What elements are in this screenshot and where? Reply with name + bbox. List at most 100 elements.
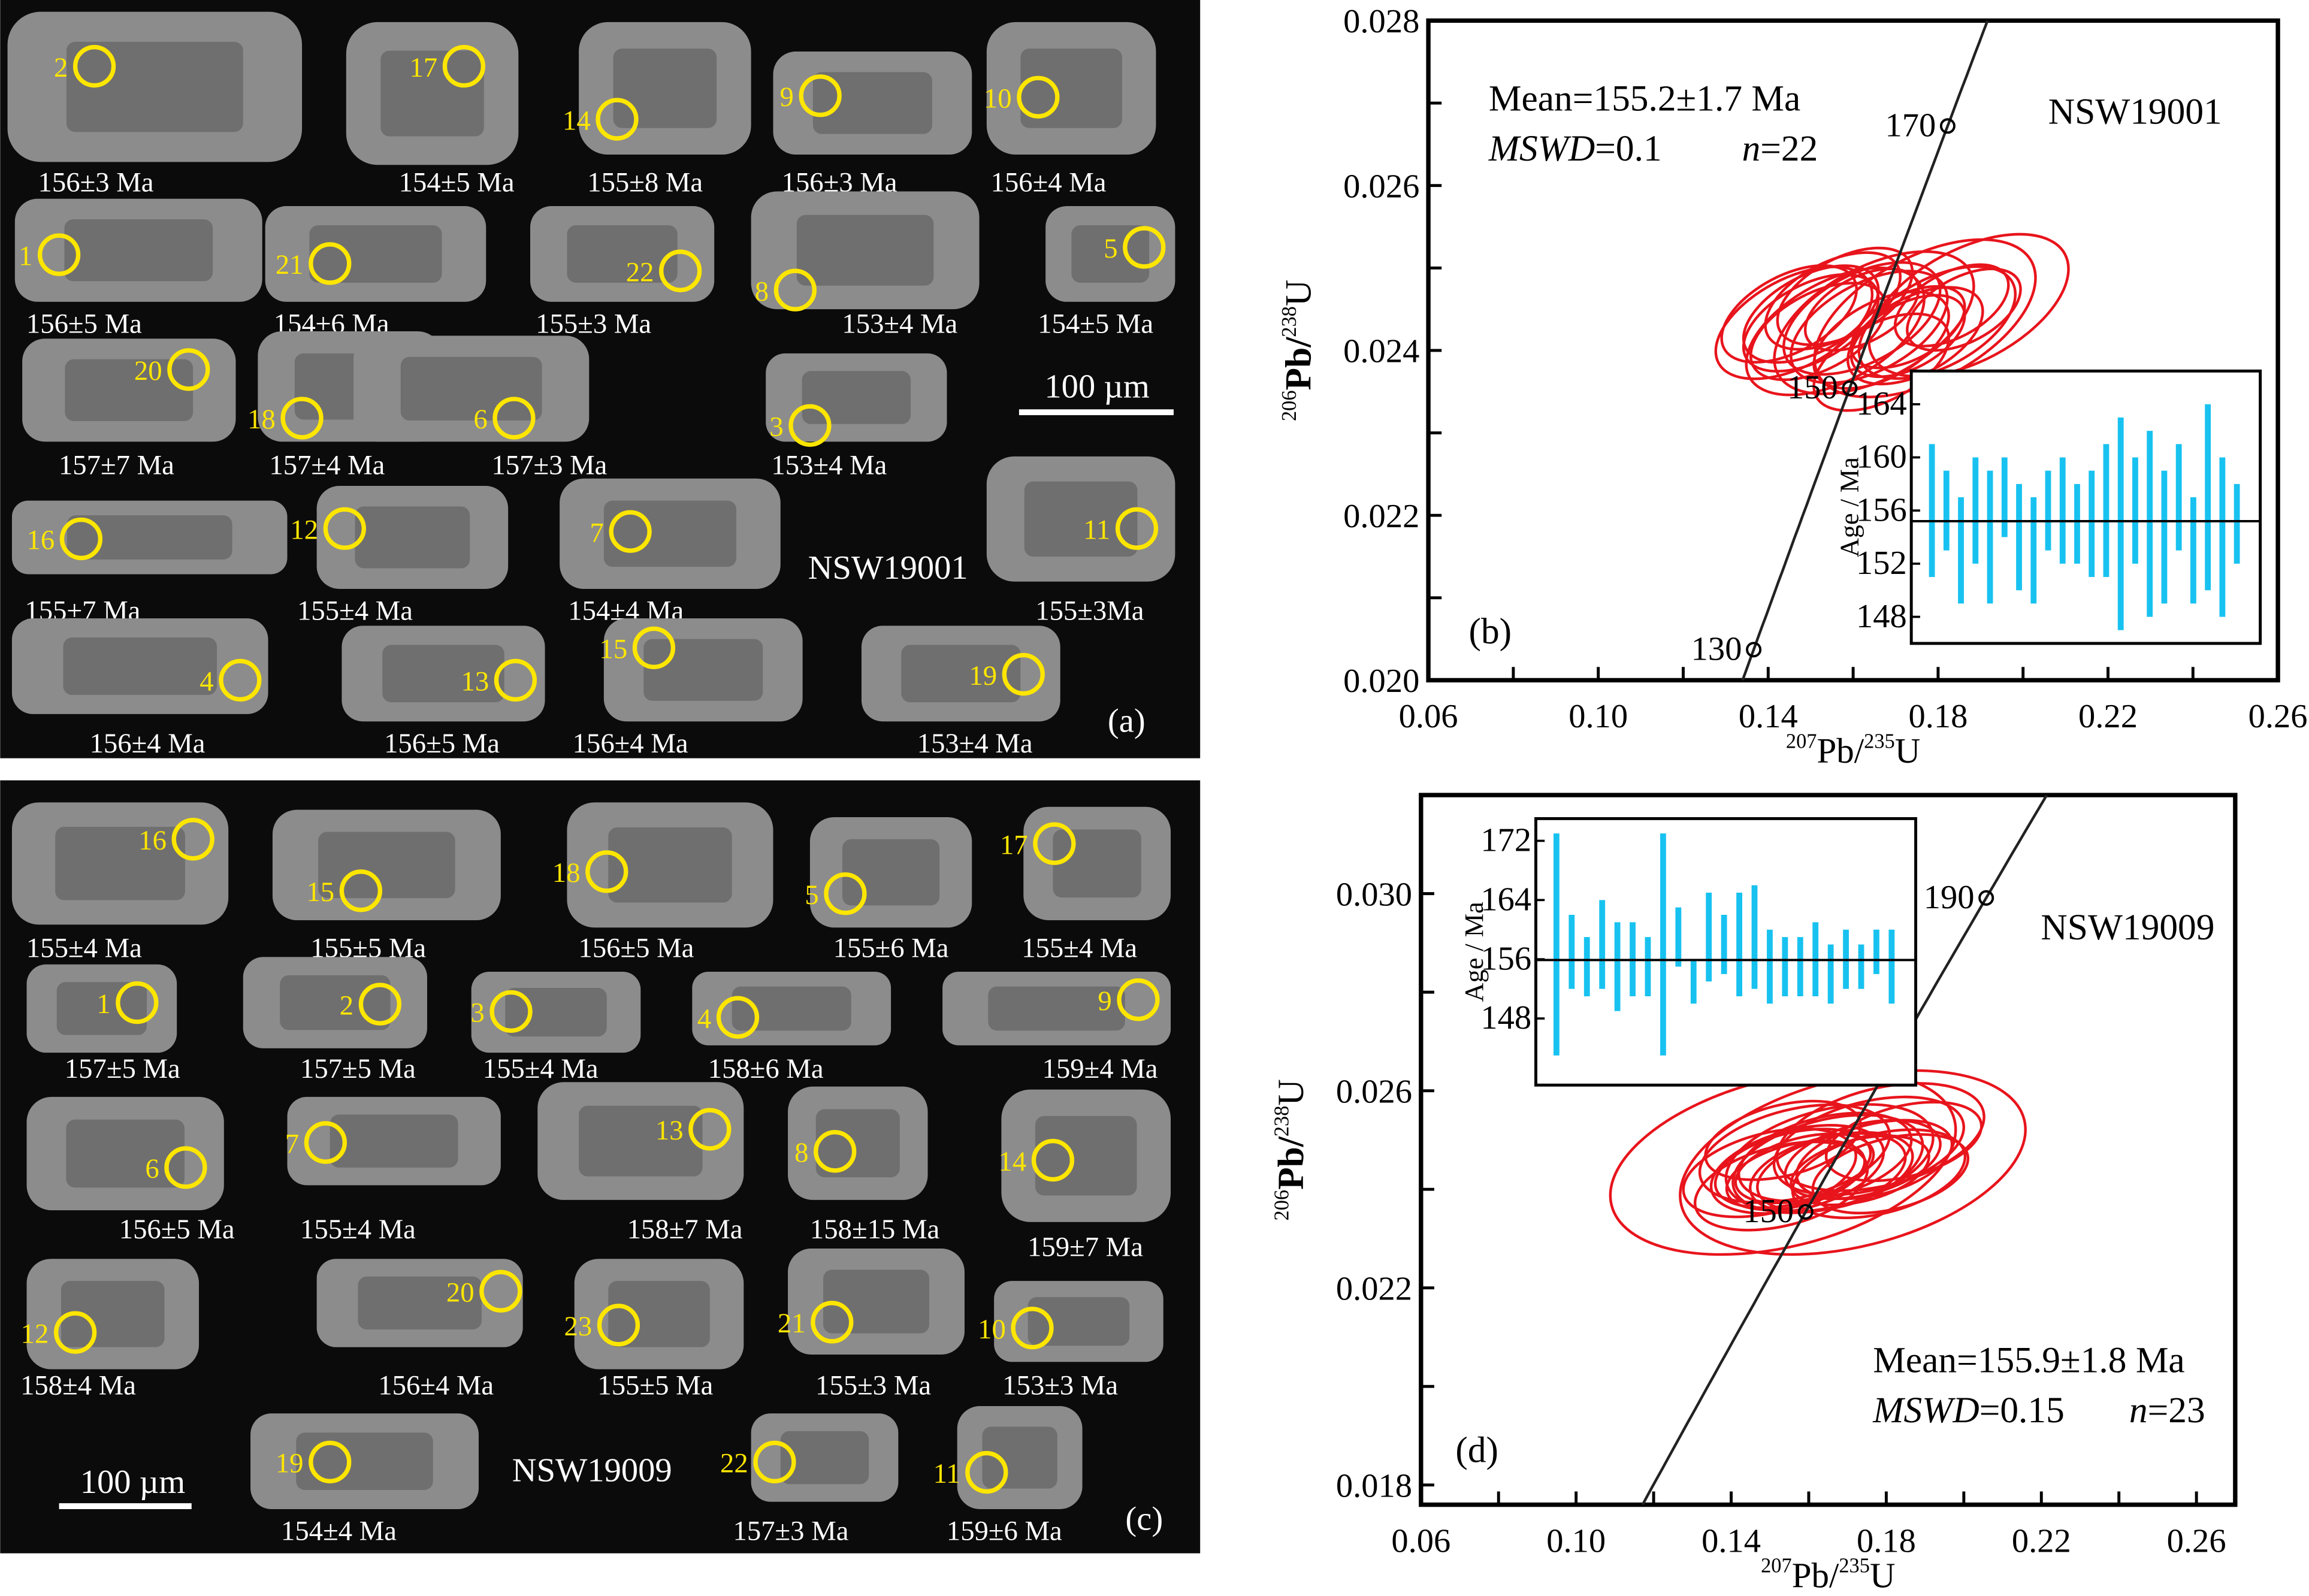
zircon-grain: 10 153±3 Ma: [978, 1281, 1163, 1401]
grain-core: [64, 219, 213, 282]
scale-bar-label: 100 µm: [1044, 368, 1149, 406]
concordia-age-label: 170: [1885, 107, 1936, 144]
inset-y-tick-label: 164: [1480, 881, 1531, 918]
age-label: 156±5 Ma: [26, 308, 142, 339]
x-tick-label: 0.10: [1568, 698, 1628, 735]
zircon-grain: 4 158±6 Ma: [692, 971, 891, 1084]
spot-number: 22: [626, 256, 654, 288]
grain-core: [608, 1281, 710, 1347]
analysis-spot-circle: [358, 983, 401, 1026]
error-ellipse: [1704, 1099, 1862, 1181]
concordia-age-label: 190: [1924, 879, 1975, 916]
y-axis-label: 206Pb/238U: [1278, 280, 1319, 421]
y-axis-label-part: Pb/: [1279, 337, 1319, 391]
concordia-age-marker: [1939, 118, 1956, 134]
age-label: 155±4 Ma: [26, 932, 142, 963]
spot-number: 19: [969, 660, 997, 691]
age-label: 154±5 Ma: [1038, 308, 1153, 339]
grain-core: [67, 515, 232, 560]
spot-number: 2: [340, 990, 353, 1021]
zircon-grain: 12 155±4 Ma: [290, 485, 509, 627]
error-ellipse: [1713, 1128, 1872, 1210]
spot-number: 4: [200, 666, 213, 697]
x-tick-label: 0.10: [1546, 1522, 1606, 1559]
zircon-grain: 17 155±4 Ma: [1000, 806, 1171, 963]
concordia-curve: [1741, 20, 1989, 681]
spot-number: 5: [805, 879, 818, 911]
analysis-spot-circle: [716, 996, 760, 1039]
grain-core: [796, 214, 934, 286]
concordia-age-label: 150: [1787, 369, 1838, 406]
y-axis-label-part: U: [1279, 280, 1319, 306]
error-ellipse: [1867, 232, 2070, 378]
age-label: 153±4 Ma: [917, 728, 1033, 759]
zircon-grain: 2 157±5 Ma: [243, 957, 427, 1084]
y-tick-label: 0.024: [1343, 333, 1419, 370]
concordia-age-marker: [1797, 1204, 1814, 1220]
inset-y-tick-label: 156: [1856, 491, 1907, 528]
spot-number: 9: [1098, 986, 1111, 1017]
spot-number: 23: [564, 1311, 593, 1342]
grain-core: [812, 72, 932, 134]
spot-number: 3: [470, 998, 484, 1029]
analysis-spot-circle: [1031, 1138, 1075, 1182]
spot-number: 11: [933, 1458, 960, 1489]
zircon-grain: 14 159±7 Ma: [999, 1089, 1171, 1262]
spot-number: 18: [552, 857, 581, 888]
spot-number: 10: [984, 83, 1012, 114]
x-axis-label-part: Pb/: [1817, 731, 1864, 770]
age-label: 153±3 Ma: [1002, 1370, 1118, 1401]
analysis-spot-circle: [1017, 75, 1060, 119]
spot-number: 7: [590, 517, 604, 548]
inset-y-tick-label: 172: [1480, 822, 1531, 859]
sample-label: NSW19001: [808, 549, 968, 587]
zircon-grain: 13 158±7 Ma: [537, 1082, 744, 1245]
mswd-value: =0.15: [1979, 1390, 2065, 1431]
concordia-age-marker: [1746, 642, 1762, 658]
age-label: 155±4 Ma: [483, 1053, 599, 1084]
error-ellipse: [1682, 1127, 1857, 1219]
spot-number: 1: [19, 240, 32, 271]
y-tick-label: 0.026: [1336, 1073, 1412, 1110]
inset-y-tick-label: 160: [1856, 439, 1907, 476]
analysis-spot-circle: [688, 1108, 732, 1151]
age-label: 155±8 Ma: [587, 167, 703, 198]
grain-core: [1071, 225, 1150, 283]
age-label: 156±5 Ma: [578, 932, 694, 963]
analysis-spot-circle: [479, 1269, 522, 1313]
zircon-grain: 5 155±6 Ma: [805, 817, 972, 963]
analysis-spot-circle: [597, 1304, 640, 1347]
mswd-label: MSWD: [1872, 1390, 1979, 1431]
analysis-spot-circle: [632, 626, 676, 669]
error-ellipse: [1745, 266, 1926, 397]
age-label: 153±4 Ma: [842, 308, 957, 339]
zircon-grain: 11 155±3Ma: [986, 456, 1175, 627]
analysis-spot-circle: [1115, 507, 1159, 550]
age-label: 158±7 Ma: [627, 1214, 743, 1245]
n-label: n: [1742, 128, 1761, 169]
age-label: 156±4 Ma: [573, 728, 688, 759]
sample-name: NSW19009: [2041, 907, 2214, 948]
spot-number: 13: [461, 666, 489, 697]
analysis-spot-circle: [37, 233, 81, 276]
concordia-chart-b: 0.06 0.10 0.14 0.18 0.22 0.26 0.020 0.022 0.024 0…: [1278, 3, 2308, 770]
x-axis-label: 207Pb/235U: [1761, 1555, 1895, 1595]
n-label: n: [2129, 1390, 2148, 1431]
mswd-value: =0.1: [1595, 128, 1661, 169]
spot-number: 20: [446, 1277, 475, 1308]
n-text: n=22: [1742, 128, 1818, 169]
age-label: 158±4 Ma: [20, 1370, 136, 1401]
analysis-spot-circle: [1002, 652, 1045, 696]
age-label: 155±6 Ma: [833, 932, 949, 963]
inset-y-axis-label: Age / Ma: [1835, 457, 1864, 557]
error-ellipse: [1764, 251, 1902, 351]
analysis-spot-circle: [824, 872, 867, 915]
grain-core: [56, 982, 147, 1035]
zircon-grain: 20 156±4 Ma: [316, 1259, 523, 1401]
analysis-spot-circle: [171, 818, 214, 861]
zircon-grain: 16 155±4 Ma: [11, 802, 229, 963]
spot-number: 7: [285, 1128, 299, 1159]
x-axis-label: 207Pb/235U: [1786, 730, 1920, 770]
